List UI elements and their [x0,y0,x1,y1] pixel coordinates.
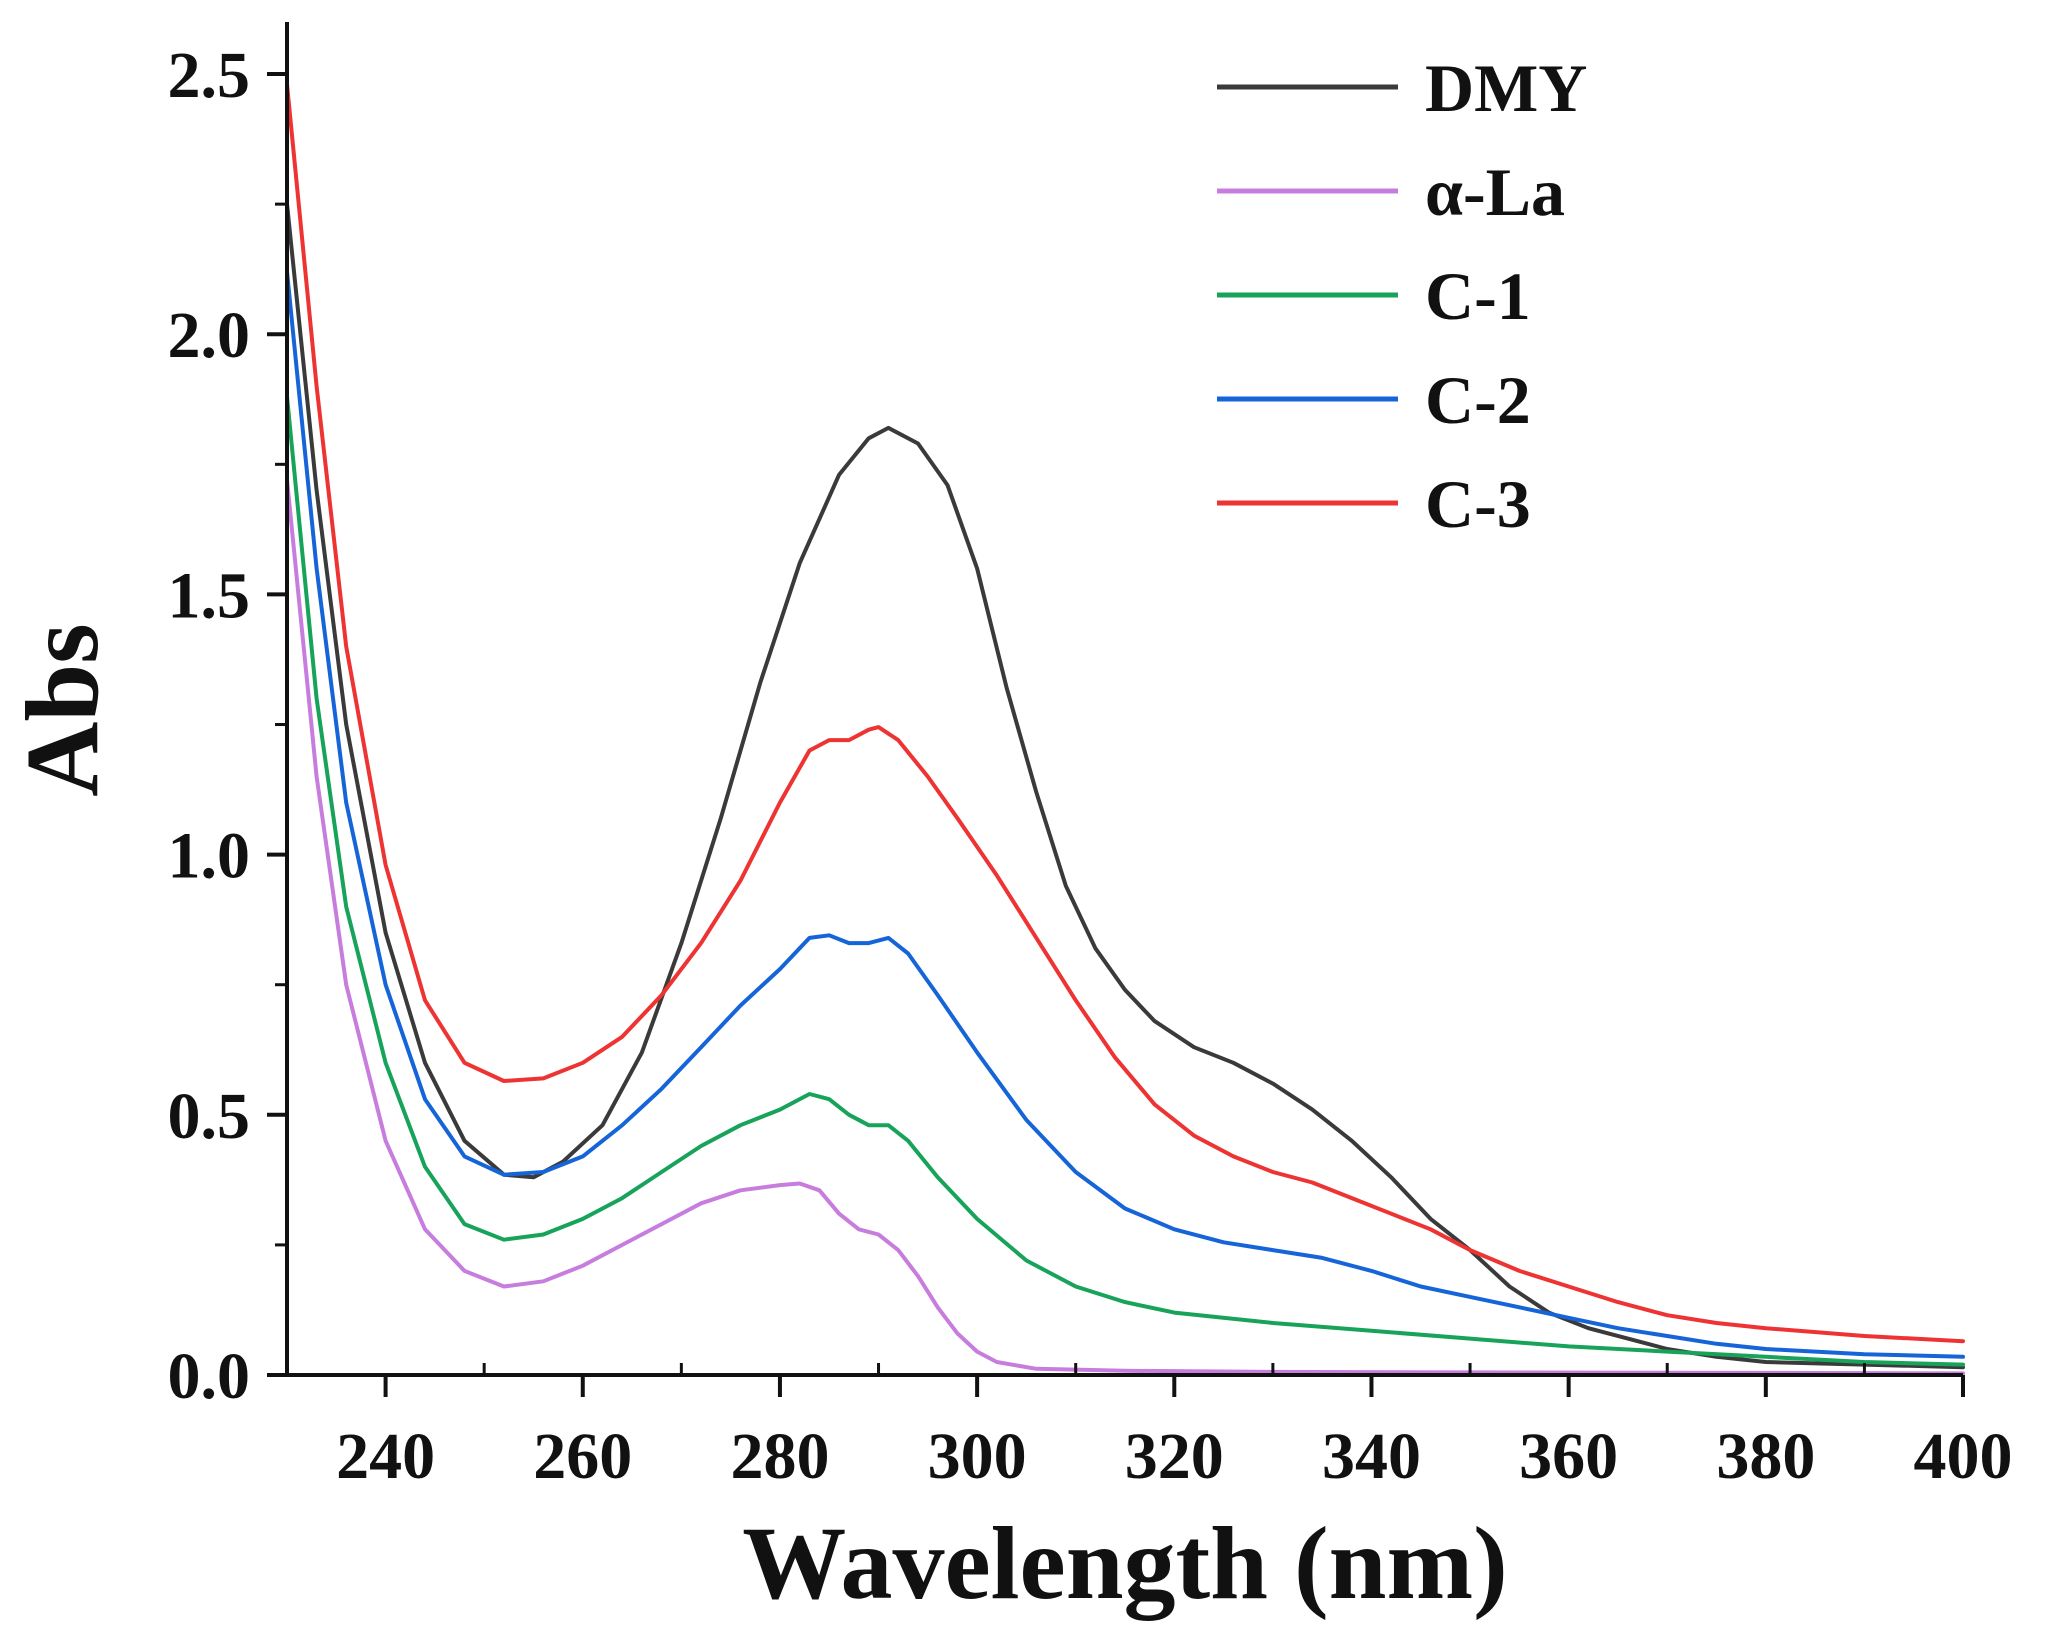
x-tick-label: 320 [1125,1420,1224,1493]
x-axis-title: Wavelength (nm) [742,1506,1508,1621]
y-tick-label: 0.0 [168,1340,251,1413]
series-line-la [285,477,1965,1376]
legend-label-c-1: C-1 [1425,258,1531,334]
plot-area [285,82,1965,1376]
tick-labels: 240 260 280 300 320 340 360 380 400 0.0 0.5 1.0 1.5 2… [168,39,2013,1493]
tick-marks [267,72,1965,1397]
axes [285,22,1963,1377]
series-line-c-2 [285,269,1965,1359]
legend-label-la: α-La [1425,154,1565,230]
legend-label-c-3: C-3 [1425,466,1531,542]
legend-label-dmy: DMY [1425,50,1587,126]
y-tick-label: 2.0 [168,299,251,372]
x-tick-label: 240 [336,1420,435,1493]
y-tick-label: 2.5 [168,39,251,112]
x-tick-label: 340 [1322,1420,1421,1493]
x-tick-label: 280 [730,1420,829,1493]
legend: DMY α-La C-1 C-2 C-3 [1217,50,1587,542]
y-tick-label: 0.5 [168,1080,251,1153]
series-line-c-3 [285,82,1965,1344]
x-tick-label: 400 [1914,1420,2013,1493]
x-tick-label: 260 [533,1420,632,1493]
y-axis-title: Abs [5,623,120,796]
y-tick-label: 1.0 [168,820,251,893]
x-tick-label: 360 [1519,1420,1618,1493]
y-tick-label: 1.5 [168,559,251,632]
legend-label-c-2: C-2 [1425,362,1531,438]
series-line-c-1 [285,394,1965,1367]
series-line-dmy [285,202,1965,1370]
x-tick-label: 380 [1716,1420,1815,1493]
x-tick-label: 300 [928,1420,1027,1493]
